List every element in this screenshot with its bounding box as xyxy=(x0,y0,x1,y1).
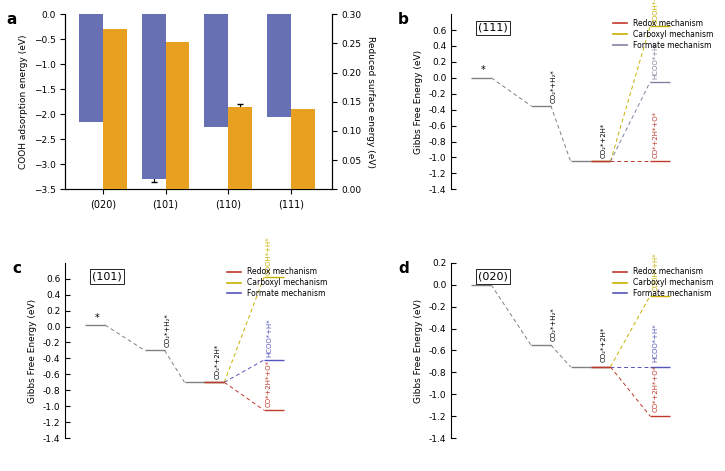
Bar xyxy=(291,109,315,189)
Legend: Redox mechanism, Carboxyl mechanism, Formate mechanism: Redox mechanism, Carboxyl mechanism, For… xyxy=(226,267,328,299)
Bar xyxy=(267,14,291,117)
Text: CO*+2H*+O*: CO*+2H*+O* xyxy=(266,360,272,407)
Legend: Redox mechanism, Carboxyl mechanism, Formate mechanism: Redox mechanism, Carboxyl mechanism, For… xyxy=(612,18,714,50)
Text: (020): (020) xyxy=(478,272,508,282)
Text: CO₂*+H₂*: CO₂*+H₂* xyxy=(165,314,170,347)
Text: CO*+2H*+O*: CO*+2H*+O* xyxy=(652,365,658,412)
Text: *: * xyxy=(481,271,486,282)
Text: COOH*+H*: COOH*+H* xyxy=(652,0,658,24)
Legend: Redox mechanism, Carboxyl mechanism, Formate mechanism: Redox mechanism, Carboxyl mechanism, For… xyxy=(612,267,714,299)
Text: COOH*+H*: COOH*+H* xyxy=(652,253,658,292)
Bar xyxy=(204,14,228,127)
Text: HCOO*+H*: HCOO*+H* xyxy=(652,324,658,363)
Bar xyxy=(141,14,165,179)
Text: (111): (111) xyxy=(478,23,508,33)
Text: a: a xyxy=(7,12,17,27)
Text: CO₂*+H₂*: CO₂*+H₂* xyxy=(551,307,557,341)
Bar xyxy=(228,107,252,189)
Text: CO₂*+2H*: CO₂*+2H* xyxy=(600,327,607,363)
Y-axis label: Gibbs Free Energy (eV): Gibbs Free Energy (eV) xyxy=(28,299,37,403)
Bar xyxy=(165,41,189,189)
Text: *: * xyxy=(481,65,486,75)
Text: (101): (101) xyxy=(92,272,122,282)
Text: HCOO*+H*: HCOO*+H* xyxy=(652,40,658,79)
Text: *: * xyxy=(95,313,100,323)
Text: CO₂*+2H*: CO₂*+2H* xyxy=(600,123,607,158)
Text: CO₂*+2H*: CO₂*+2H* xyxy=(215,344,220,379)
Bar xyxy=(79,14,103,122)
Text: CO₂*+H₂*: CO₂*+H₂* xyxy=(551,69,557,103)
Text: COOH*+H*: COOH*+H* xyxy=(266,236,272,275)
Text: HCOO*+H*: HCOO*+H* xyxy=(266,318,272,357)
Y-axis label: Gibbs Free Energy (eV): Gibbs Free Energy (eV) xyxy=(415,299,423,403)
Bar xyxy=(103,29,127,189)
Text: c: c xyxy=(12,261,21,276)
Y-axis label: Gibbs Free Energy (eV): Gibbs Free Energy (eV) xyxy=(415,49,423,154)
Text: CO*+2H*+O*: CO*+2H*+O* xyxy=(652,111,658,158)
Text: d: d xyxy=(398,261,409,276)
Y-axis label: COOH adsorption energy (eV): COOH adsorption energy (eV) xyxy=(19,34,28,169)
Text: b: b xyxy=(398,12,409,27)
Y-axis label: Reduced surface energy (eV): Reduced surface energy (eV) xyxy=(366,36,376,168)
